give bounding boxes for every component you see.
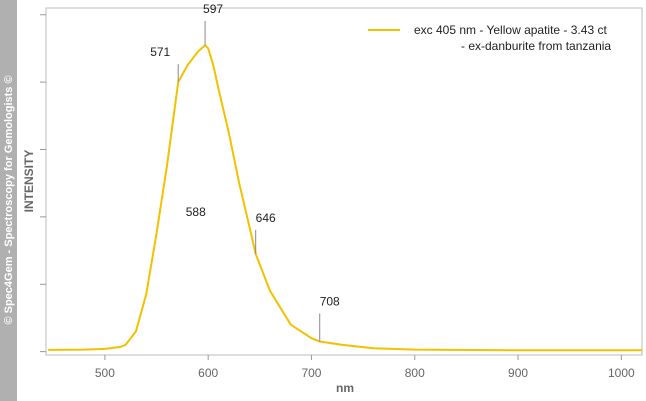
legend-label: exc 405 nm - Yellow apatite - 3.43 ct [414,23,607,37]
x-tick-label: 800 [405,366,425,380]
plot-frame [45,7,643,356]
x-axis-label: nm [336,381,354,395]
peak-label: 571 [150,45,170,59]
x-tick-label: 700 [301,366,321,380]
peak-label: 597 [203,2,223,16]
x-tick-label: 900 [508,366,528,380]
spectrum-line [48,43,642,352]
peak-label: 708 [320,295,340,309]
x-tick-label: 1000 [608,366,635,380]
x-tick-label: 600 [198,366,218,380]
x-tick-label: 500 [95,366,115,380]
y-axis-label: INTENSITY [22,150,36,213]
copyright-strip [0,0,17,401]
peak-label: 588 [186,205,206,219]
copyright: © Spec4Gem - Spectroscopy for Gemologist… [3,75,15,324]
legend-note: - ex-danburite from tanzania [461,39,611,53]
peak-label: 646 [256,211,276,225]
